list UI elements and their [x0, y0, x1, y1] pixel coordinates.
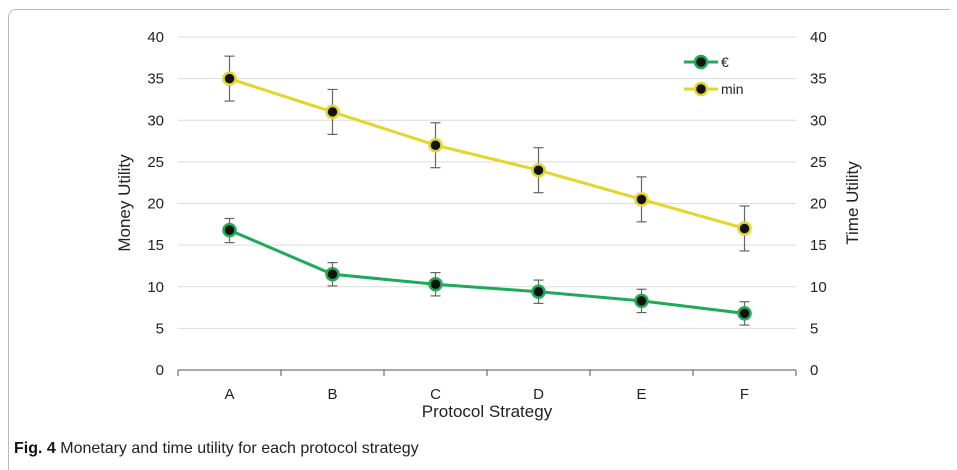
legend-swatch-marker: [693, 54, 709, 70]
figure-caption: Fig. 4 Monetary and time utility for eac…: [14, 440, 419, 458]
x-tick-label: A: [224, 386, 234, 403]
data-point: [531, 162, 546, 178]
legend-label: min: [721, 81, 744, 97]
legend: € min: [684, 54, 744, 97]
series-line-0: [228, 228, 745, 315]
y-tick-label-right: 15: [810, 237, 827, 254]
y-tick-label-left: 25: [147, 154, 164, 171]
data-point: [325, 104, 340, 120]
y-tick-label-right: 0: [810, 362, 818, 379]
y-tick-label-right: 40: [810, 29, 827, 46]
data-point: [428, 277, 443, 292]
chart-axes: A B C D E F 0 0 5 5 10 10 15 15 20 20 25 25 30 30 35 35 40 40: [147, 29, 826, 403]
x-tick-label: E: [636, 386, 646, 403]
line-chart: A B C D E F 0 0 5 5 10 10 15 15 20 20 25 25 30 30 35 35 40 40 €…: [115, 29, 862, 421]
x-axis-title: Protocol Strategy: [422, 402, 553, 421]
data-point: [222, 222, 237, 238]
y-tick-label-left: 15: [147, 237, 164, 254]
data-point: [634, 192, 649, 207]
figure-frame: [8, 9, 950, 470]
data-point: [531, 284, 546, 299]
y-axis-title-left: Money Utility: [115, 154, 134, 252]
y-tick-label-left: 0: [156, 362, 164, 379]
figure-label: Fig. 4: [14, 440, 56, 457]
y-axis-title-right: Time Utility: [843, 161, 862, 245]
data-point: [737, 306, 752, 321]
data-point: [737, 221, 752, 236]
data-point: [428, 137, 443, 153]
series-line-1: [229, 77, 745, 230]
y-tick-label-right: 30: [810, 112, 827, 129]
data-point: [222, 71, 237, 86]
data-point: [634, 293, 649, 309]
x-tick-label: F: [740, 386, 749, 403]
series-points: [222, 71, 752, 321]
y-tick-label-right: 25: [810, 154, 827, 171]
error-bars: [224, 55, 750, 326]
y-tick-label-left: 40: [147, 29, 164, 46]
figure-caption-text: Monetary and time utility for each proto…: [60, 440, 419, 457]
legend-swatch-marker: [693, 81, 709, 97]
x-tick-label: B: [327, 386, 337, 403]
y-tick-label-left: 20: [147, 196, 164, 213]
series-lines: [228, 77, 745, 315]
y-tick-label-left: 10: [147, 279, 164, 296]
y-tick-label-right: 10: [810, 279, 827, 296]
y-tick-label-left: 35: [147, 71, 164, 88]
y-tick-label-right: 35: [810, 71, 827, 88]
y-tick-label-left: 5: [156, 320, 164, 337]
y-tick-label-right: 5: [810, 320, 818, 337]
y-tick-label-right: 20: [810, 196, 827, 213]
x-tick-label: D: [533, 386, 544, 403]
y-tick-label-left: 30: [147, 112, 164, 129]
x-tick-label: C: [430, 386, 441, 403]
data-point: [325, 267, 340, 282]
legend-label: €: [721, 54, 729, 70]
